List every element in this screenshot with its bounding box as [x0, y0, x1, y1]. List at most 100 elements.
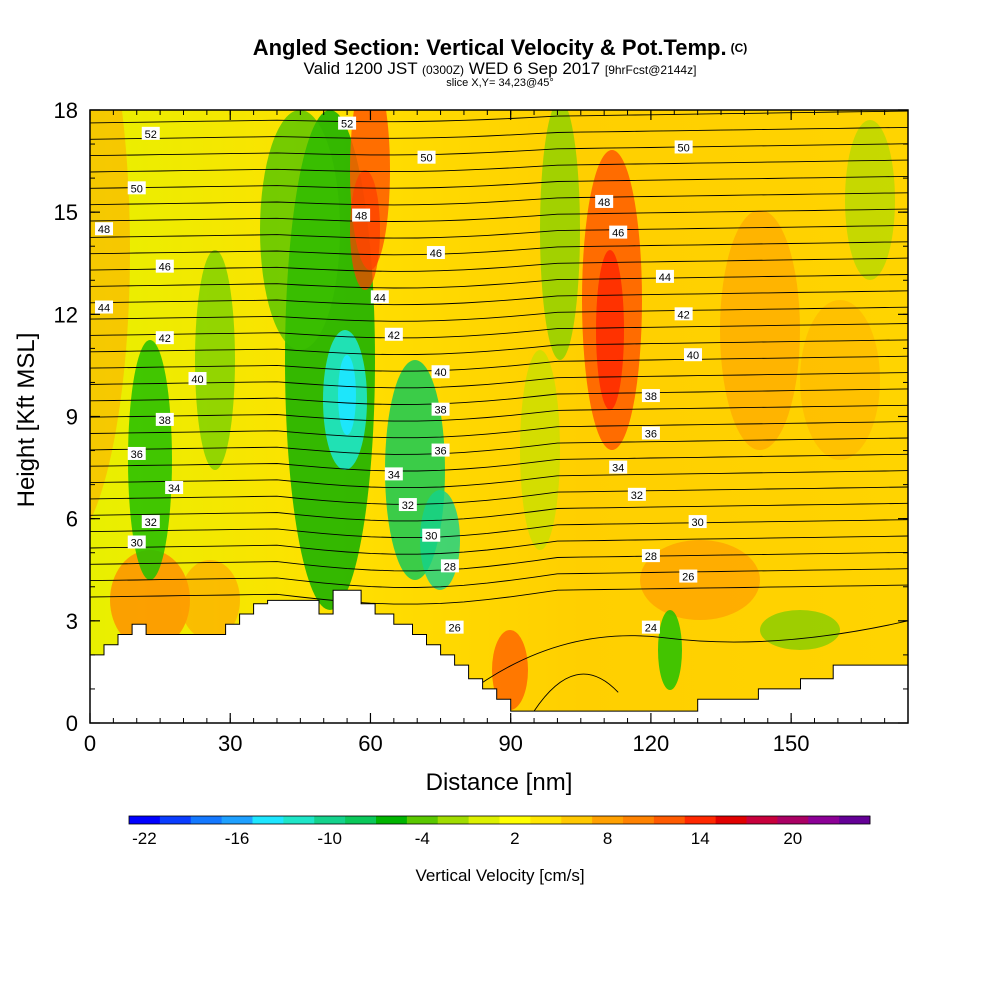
contour-label-text: 38 [645, 391, 657, 403]
contour-label: 32 [627, 487, 646, 502]
theta-isoline [90, 502, 908, 522]
theta-isoline [90, 519, 908, 539]
slice-info: slice X,Y= 34,23@45° [446, 77, 554, 89]
subtitle-date: WED 6 Sep 2017 [468, 59, 601, 78]
contour-label: 50 [417, 150, 436, 165]
velocity-cell-6 [260, 110, 340, 350]
contour-label-text: 30 [692, 517, 704, 529]
colorbar-swatch [190, 816, 223, 824]
colorbar-swatch [468, 816, 500, 824]
contour-label-bg [431, 443, 450, 457]
chart-title: Angled Section: Vertical Velocity & Pot.… [0, 36, 1000, 60]
theta-isoline [90, 535, 908, 555]
terrain [90, 589, 908, 723]
x-tick-label: 0 [84, 731, 96, 756]
theta-isoline [90, 323, 908, 339]
velocity-cell-12 [350, 170, 380, 290]
contour-label-bg [627, 487, 646, 501]
contour-label-text: 26 [682, 572, 694, 584]
contour-label-text: 28 [444, 561, 456, 573]
contour-label-text: 52 [341, 119, 353, 131]
contour-label-bg [338, 116, 357, 130]
colorbar-swatch [283, 816, 315, 824]
theta-isoline [90, 224, 908, 239]
contour-label-bg [188, 372, 207, 386]
theta-isoline [90, 372, 908, 389]
contour-label-text: 36 [434, 446, 446, 458]
theta-isoline [90, 110, 908, 124]
velocity-cell-16 [720, 210, 800, 450]
contour-label-bg [422, 528, 441, 542]
y-tick-label: 12 [54, 302, 78, 327]
contour-label-text: 36 [645, 429, 657, 441]
theta-isoline [90, 175, 908, 189]
x-tick-label: 60 [358, 731, 382, 756]
contour-label: 52 [141, 126, 160, 141]
contour-label: 48 [352, 208, 371, 223]
theta-isoline [90, 568, 908, 588]
colorbar-swatch [746, 816, 778, 824]
colorbar-swatch [221, 816, 253, 824]
theta-isoline [90, 274, 908, 289]
y-tick-label: 18 [54, 98, 78, 123]
contour-label-bg [155, 412, 174, 426]
contour-label-text: 40 [434, 367, 446, 379]
theta-isoline-low [463, 620, 908, 697]
y-tick-label: 0 [66, 711, 78, 736]
colorbar-swatch [623, 816, 655, 824]
contour-label-text: 38 [159, 415, 171, 427]
theta-isoline [90, 257, 908, 272]
contour-label-text: 46 [430, 248, 442, 260]
contour-label-text: 32 [402, 500, 414, 512]
contour-label: 40 [188, 372, 207, 386]
velocity-cell-8 [338, 355, 356, 435]
contour-label-bg [655, 269, 674, 283]
contour-label: 48 [595, 194, 614, 209]
contour-label-bg [641, 389, 660, 403]
contour-label: 36 [641, 426, 660, 441]
contour-label-text: 42 [678, 309, 690, 321]
contour-label-bg [95, 222, 114, 236]
x-axis: 0 30 60 90 120 150 [84, 110, 909, 756]
velocity-field [90, 110, 895, 710]
contour-label: 34 [165, 481, 184, 495]
contour-label: 52 [338, 116, 357, 131]
contour-label-bg [417, 150, 436, 164]
theta-isoline-low [533, 673, 619, 712]
contour-label: 30 [127, 535, 146, 550]
x-tick-label: 150 [773, 731, 810, 756]
contour-label-text: 30 [425, 531, 437, 543]
colorbar-swatch [345, 816, 377, 824]
contour-label: 36 [127, 446, 146, 461]
contour-label-bg [445, 620, 464, 634]
contour-label: 44 [655, 269, 674, 284]
velocity-cell-22 [520, 350, 560, 550]
subtitle-utc: (0300Z) [422, 63, 465, 77]
colorbar-swatch [653, 816, 686, 824]
contour-label-bg [431, 402, 450, 416]
colorbar-tick-label: 2 [510, 829, 519, 848]
contour-label: 34 [384, 467, 403, 481]
x-tick-label: 120 [633, 731, 670, 756]
colorbar-swatch [839, 816, 871, 824]
contour-label: 44 [95, 300, 114, 315]
contour-label-bg [688, 515, 707, 529]
colorbar-tick-label: -4 [415, 829, 430, 848]
theta-isoline [90, 159, 908, 173]
contour-label: 32 [141, 515, 160, 529]
contour-label-text: 44 [98, 303, 110, 315]
contour-label: 50 [127, 181, 146, 195]
colorbar-swatch [376, 816, 408, 824]
contour-label-text: 30 [131, 538, 143, 550]
y-tick-label: 6 [66, 507, 78, 532]
contour-label-bg [370, 290, 389, 304]
contour-label-text: 48 [98, 224, 110, 236]
colorbar-swatch [129, 816, 161, 824]
theta-isoline [90, 404, 908, 422]
contour-label-text: 42 [159, 333, 171, 345]
contour-label: 38 [431, 402, 450, 417]
theta-isoline [90, 486, 908, 505]
contour-label-bg [683, 348, 702, 362]
theta-isoline [90, 470, 908, 489]
contour-label-bg [674, 307, 693, 321]
